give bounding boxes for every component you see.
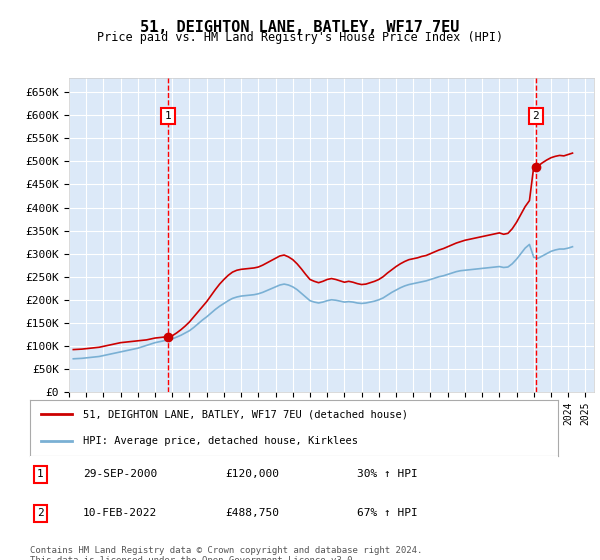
Text: 1: 1 (164, 111, 172, 121)
Text: 51, DEIGHTON LANE, BATLEY, WF17 7EU (detached house): 51, DEIGHTON LANE, BATLEY, WF17 7EU (det… (83, 409, 408, 419)
Text: 1: 1 (37, 469, 44, 479)
Text: 30% ↑ HPI: 30% ↑ HPI (358, 469, 418, 479)
Text: £120,000: £120,000 (226, 469, 280, 479)
Text: 51, DEIGHTON LANE, BATLEY, WF17 7EU: 51, DEIGHTON LANE, BATLEY, WF17 7EU (140, 20, 460, 35)
Text: 29-SEP-2000: 29-SEP-2000 (83, 469, 157, 479)
Text: 10-FEB-2022: 10-FEB-2022 (83, 508, 157, 518)
Text: HPI: Average price, detached house, Kirklees: HPI: Average price, detached house, Kirk… (83, 436, 358, 446)
Text: £488,750: £488,750 (226, 508, 280, 518)
Text: 2: 2 (37, 508, 44, 518)
Text: 2: 2 (532, 111, 539, 121)
Text: 67% ↑ HPI: 67% ↑ HPI (358, 508, 418, 518)
Text: Contains HM Land Registry data © Crown copyright and database right 2024.
This d: Contains HM Land Registry data © Crown c… (30, 546, 422, 560)
Text: Price paid vs. HM Land Registry's House Price Index (HPI): Price paid vs. HM Land Registry's House … (97, 31, 503, 44)
